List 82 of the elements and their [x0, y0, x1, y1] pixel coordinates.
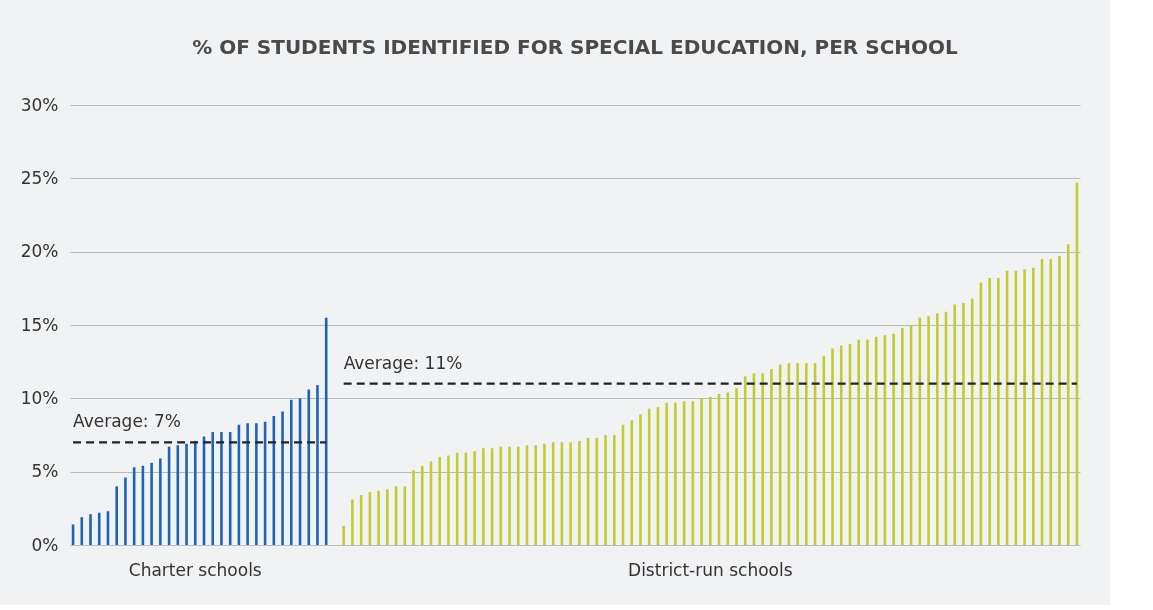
ref-line-label: Average: 11%	[343, 352, 463, 373]
bar	[386, 489, 389, 545]
bar	[647, 408, 651, 545]
bar	[997, 278, 1000, 545]
bar	[761, 373, 764, 545]
bar	[709, 396, 712, 545]
bar	[1066, 244, 1070, 545]
bar	[543, 443, 546, 545]
chart-title: % OF STUDENTS IDENTIFIED FOR SPECIAL EDUCATION, PER SCHOOL	[192, 35, 959, 59]
bar	[1032, 267, 1035, 545]
bar	[307, 389, 311, 545]
bar	[447, 455, 450, 545]
y-tick-label: 30%	[20, 94, 59, 115]
bar	[953, 304, 957, 545]
bar	[962, 303, 965, 545]
bar	[499, 446, 503, 545]
bar	[1058, 256, 1061, 545]
bar	[534, 445, 538, 545]
bar	[289, 399, 293, 545]
bar	[892, 333, 895, 545]
bar	[700, 398, 703, 545]
y-tick-label: 20%	[20, 241, 59, 262]
bar	[630, 420, 634, 545]
bar	[246, 423, 249, 545]
bar	[193, 440, 197, 545]
y-tick-label: 5%	[31, 461, 59, 482]
bar	[988, 278, 991, 545]
bar	[324, 317, 328, 545]
bar	[839, 345, 843, 545]
y-tick-label: 25%	[20, 167, 59, 188]
bar	[604, 435, 607, 545]
bar	[482, 448, 485, 545]
bar	[377, 490, 380, 545]
ref-line-label: Average: 7%	[73, 411, 181, 432]
bar	[281, 411, 284, 545]
bar	[473, 451, 476, 545]
bar	[403, 486, 407, 545]
bar	[124, 477, 127, 545]
bar	[97, 512, 101, 545]
bar	[612, 435, 616, 545]
bar	[735, 388, 738, 545]
bar	[569, 442, 572, 545]
bar	[420, 465, 424, 545]
bar	[770, 369, 773, 545]
y-tick-label: 0%	[31, 534, 59, 555]
bar	[935, 313, 939, 545]
bar	[150, 462, 153, 545]
bar	[578, 440, 581, 545]
bar	[1023, 269, 1026, 545]
bar	[508, 446, 511, 545]
bar	[438, 457, 441, 545]
bar	[220, 432, 223, 545]
bar	[412, 470, 415, 545]
bar	[805, 363, 808, 545]
bar	[796, 363, 799, 545]
bar	[211, 432, 215, 545]
bar	[255, 423, 258, 545]
bar	[901, 327, 904, 545]
bar	[866, 339, 869, 545]
bar	[1049, 259, 1053, 545]
bar	[342, 525, 345, 545]
bar	[185, 443, 188, 545]
y-tick-label: 10%	[20, 387, 59, 408]
bar	[674, 402, 677, 545]
bar	[89, 514, 92, 545]
bar	[857, 339, 861, 545]
bar	[639, 414, 642, 545]
bar	[115, 486, 118, 545]
bar	[80, 517, 84, 545]
bar	[665, 402, 668, 545]
bar	[822, 355, 826, 545]
bar	[351, 499, 354, 545]
bar	[516, 446, 520, 545]
bar	[316, 385, 319, 545]
bar	[159, 458, 162, 545]
bar	[831, 348, 834, 545]
bar	[927, 316, 930, 545]
series-label: Charter schools	[128, 560, 262, 580]
bar	[726, 392, 730, 545]
y-tick-label: 15%	[20, 314, 59, 335]
series-label: District-run schools	[628, 560, 793, 580]
bar	[743, 376, 747, 545]
